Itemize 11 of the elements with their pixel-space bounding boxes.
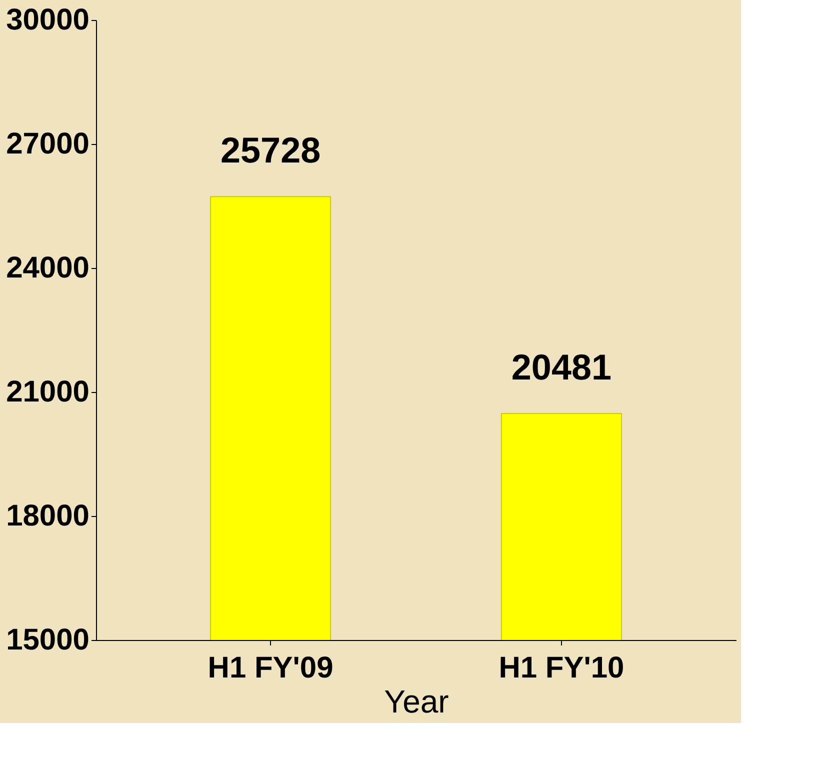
x-tick-label: H1 FY'10 bbox=[498, 652, 624, 684]
x-axis-title: Year bbox=[384, 684, 450, 720]
data-label: 20481 bbox=[511, 346, 612, 388]
y-tick-label: 15000 bbox=[6, 624, 90, 656]
y-tick-label: 27000 bbox=[6, 128, 90, 160]
y-tick-label: 21000 bbox=[6, 376, 90, 408]
x-tick-label: H1 FY'09 bbox=[208, 652, 334, 684]
data-label: 25728 bbox=[220, 130, 321, 171]
y-tick-label: 24000 bbox=[6, 252, 90, 284]
y-tick-label: 30000 bbox=[6, 4, 90, 36]
y-tick-label: 18000 bbox=[6, 500, 90, 532]
